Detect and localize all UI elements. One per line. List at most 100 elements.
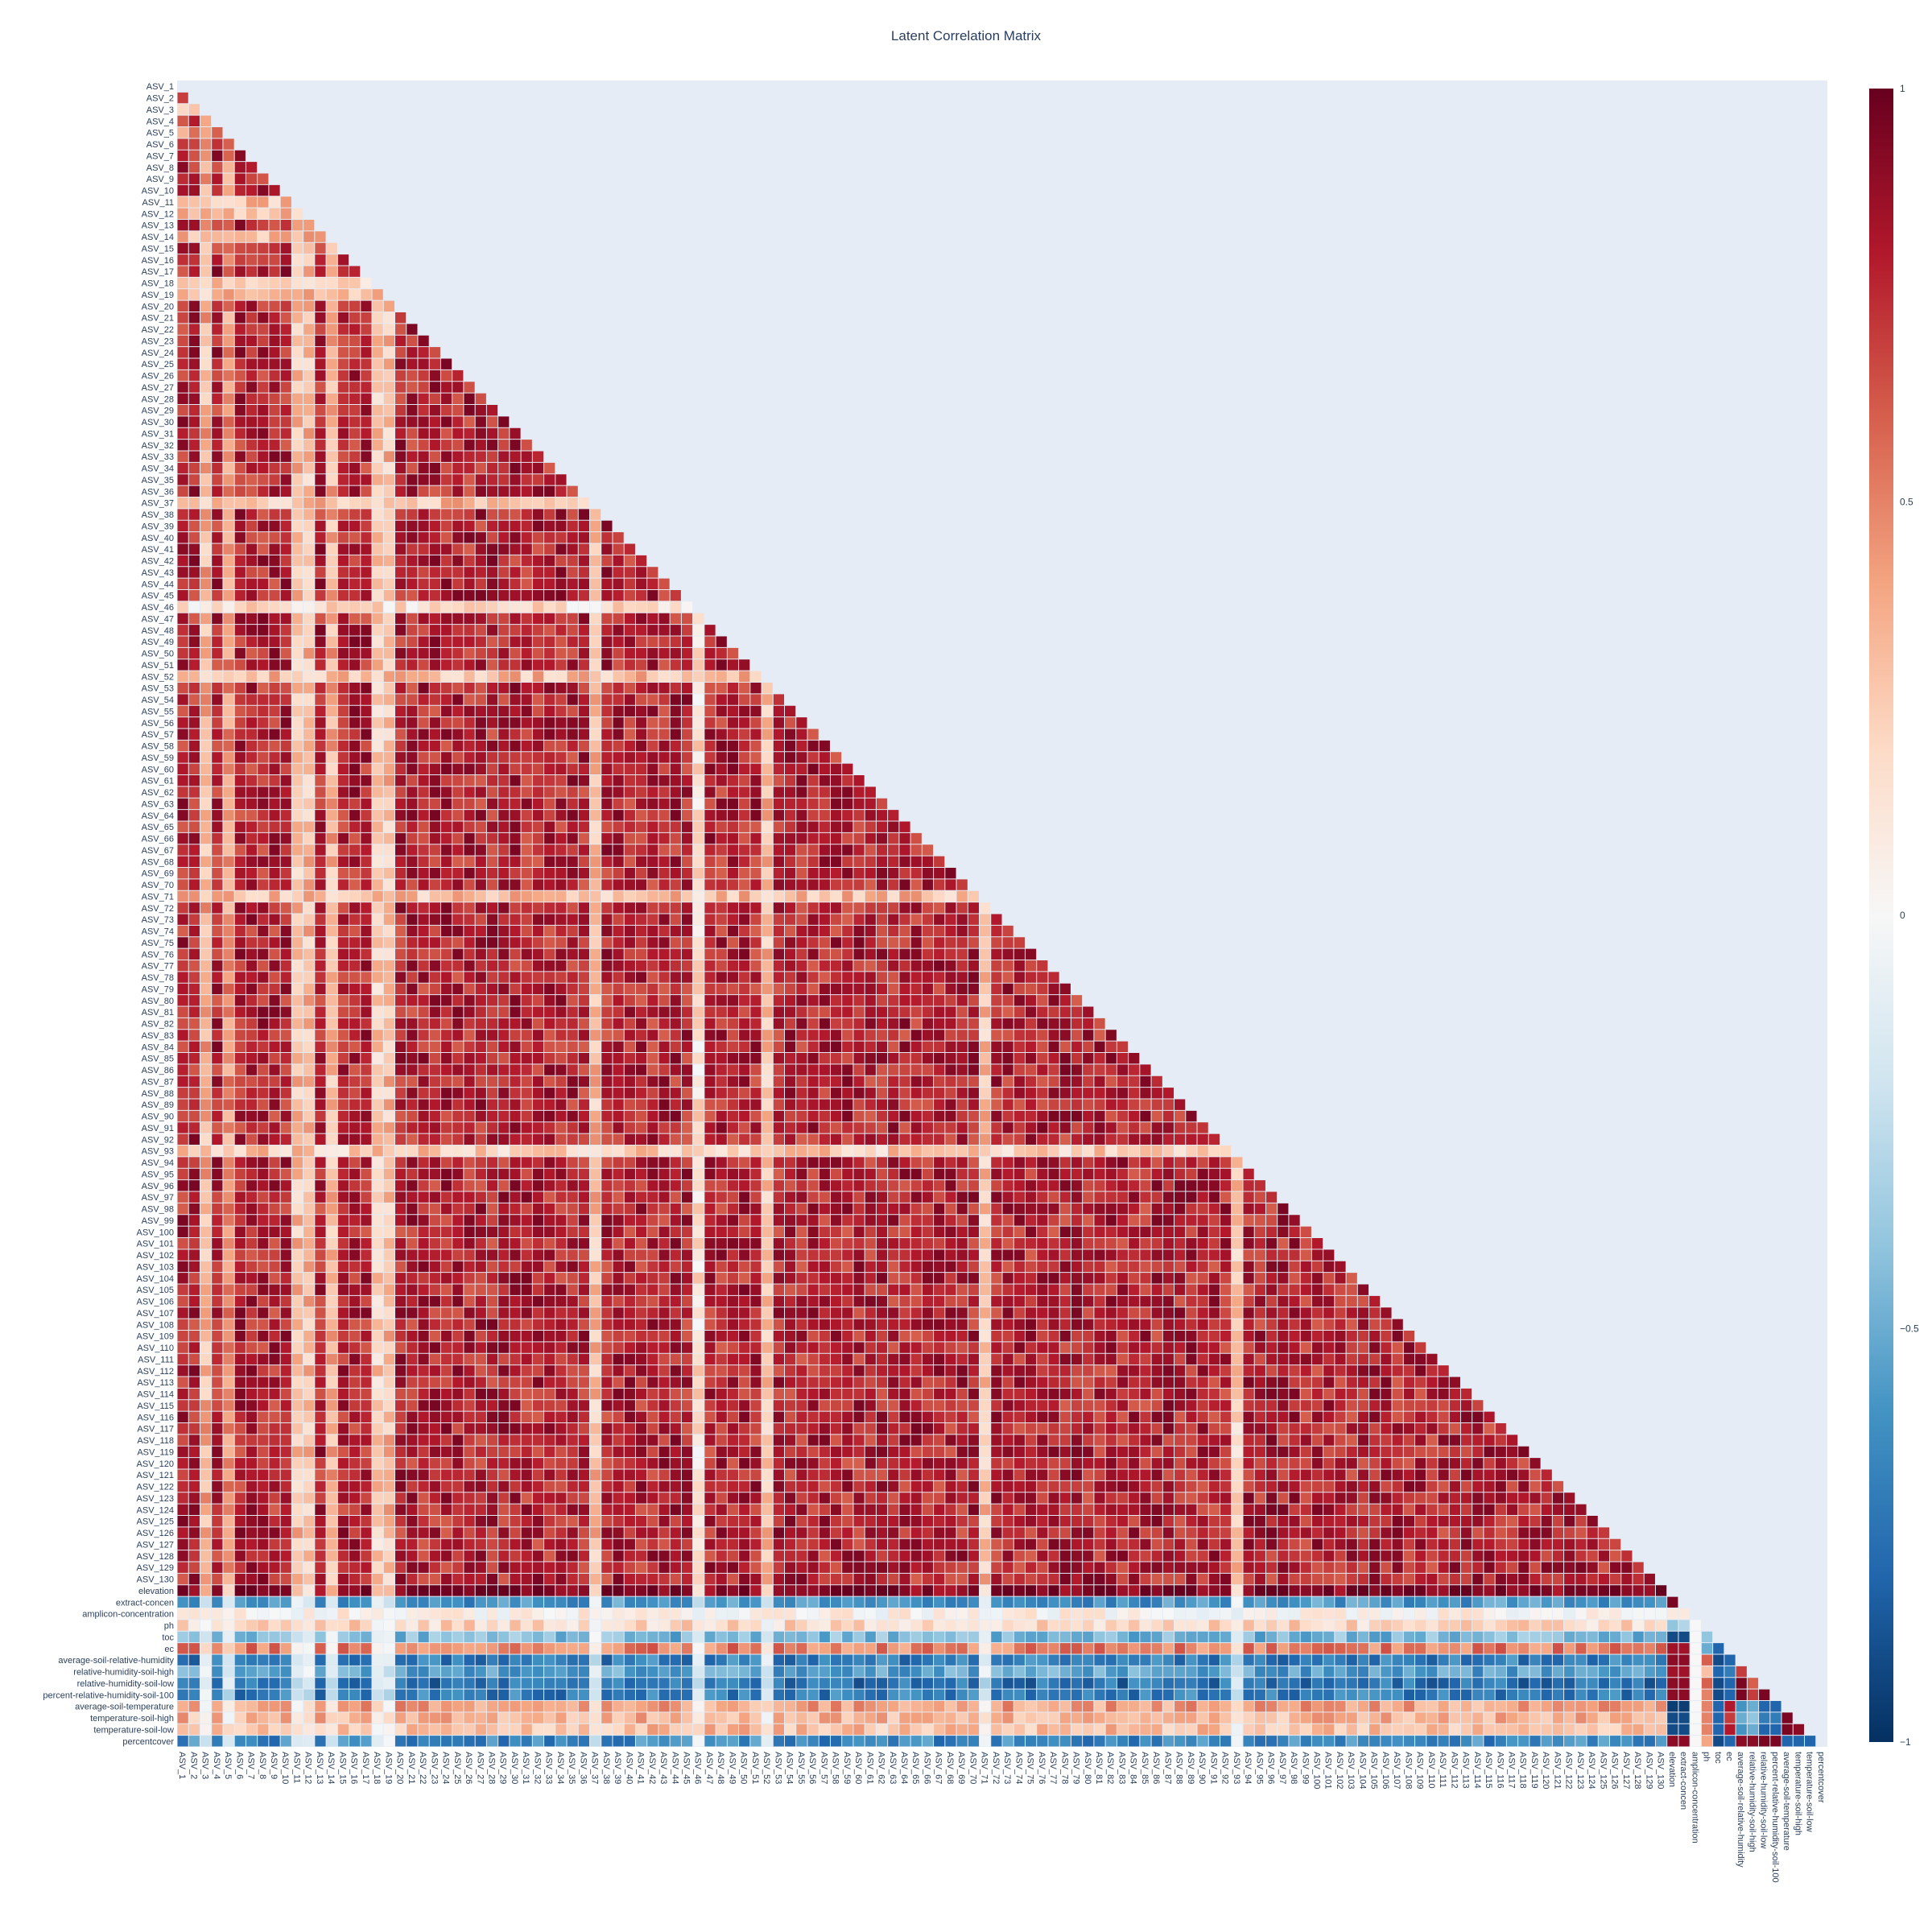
heatmap-cell xyxy=(578,671,589,683)
heatmap-cell xyxy=(223,960,234,972)
heatmap-cell xyxy=(349,683,361,694)
heatmap-cell xyxy=(337,844,349,856)
heatmap-cell xyxy=(658,1006,670,1018)
heatmap-cell xyxy=(567,1006,578,1018)
heatmap-cell xyxy=(578,1203,589,1215)
heatmap-cell xyxy=(429,1146,440,1157)
heatmap-cell xyxy=(258,775,269,786)
heatmap-cell xyxy=(212,1088,223,1099)
heatmap-cell xyxy=(258,485,269,497)
heatmap-cell xyxy=(888,856,899,868)
heatmap-cell xyxy=(521,832,532,844)
heatmap-cell xyxy=(807,740,819,752)
heatmap-cell xyxy=(440,625,452,636)
heatmap-cell xyxy=(486,1064,498,1075)
heatmap-cell xyxy=(762,1157,773,1168)
heatmap-cell xyxy=(773,1191,785,1203)
heatmap-cell xyxy=(624,555,635,567)
heatmap-cell xyxy=(200,948,212,960)
heatmap-cell xyxy=(440,717,452,729)
heatmap-cell xyxy=(773,937,785,948)
heatmap-cell xyxy=(750,775,762,786)
heatmap-cell xyxy=(200,1030,212,1041)
heatmap-cell xyxy=(383,705,394,717)
heatmap-cell xyxy=(361,752,372,763)
heatmap-cell xyxy=(349,937,361,948)
heatmap-cell xyxy=(762,810,773,821)
heatmap-cell xyxy=(727,1203,739,1215)
heatmap-cell xyxy=(991,1133,1002,1146)
heatmap-cell xyxy=(968,1191,980,1203)
heatmap-cell xyxy=(510,972,521,983)
heatmap-cell xyxy=(486,520,498,532)
heatmap-cell xyxy=(269,462,280,474)
heatmap-cell xyxy=(280,196,291,208)
heatmap-cell xyxy=(1013,972,1025,983)
heatmap-cell xyxy=(291,254,303,266)
heatmap-cell xyxy=(830,1122,842,1133)
heatmap-cell xyxy=(200,1099,212,1110)
heatmap-cell xyxy=(464,983,475,995)
heatmap-cell xyxy=(349,763,361,775)
heatmap-cell xyxy=(200,625,212,636)
heatmap-cell xyxy=(681,1018,693,1030)
heatmap-cell xyxy=(452,717,464,729)
heatmap-cell xyxy=(567,1226,578,1238)
heatmap-cell xyxy=(188,1088,200,1099)
heatmap-cell xyxy=(956,1030,968,1041)
heatmap-cell xyxy=(910,856,922,868)
heatmap-cell xyxy=(200,567,212,578)
heatmap-cell xyxy=(200,786,212,798)
heatmap-cell xyxy=(291,1238,303,1249)
heatmap-cell xyxy=(681,879,693,890)
heatmap-cell xyxy=(842,983,853,995)
heatmap-cell xyxy=(223,1168,234,1180)
heatmap-cell xyxy=(326,868,337,879)
heatmap-cell xyxy=(888,1110,899,1122)
heatmap-cell xyxy=(177,798,188,810)
heatmap-cell xyxy=(739,798,750,810)
heatmap-cell xyxy=(521,520,532,532)
heatmap-cell xyxy=(1094,1180,1105,1191)
heatmap-cell xyxy=(510,752,521,763)
heatmap-cell xyxy=(407,335,418,347)
heatmap-cell xyxy=(200,694,212,705)
heatmap-cell xyxy=(383,832,394,844)
heatmap-cell xyxy=(223,868,234,879)
heatmap-cell xyxy=(521,1238,532,1249)
heatmap-cell xyxy=(234,532,246,543)
heatmap-cell xyxy=(429,798,440,810)
heatmap-cell xyxy=(326,324,337,335)
heatmap-cell xyxy=(177,1006,188,1018)
heatmap-cell xyxy=(830,937,842,948)
heatmap-cell xyxy=(269,1191,280,1203)
heatmap-cell xyxy=(280,1226,291,1238)
heatmap-cell xyxy=(578,520,589,532)
heatmap-cell xyxy=(819,983,830,995)
heatmap-cell xyxy=(269,752,280,763)
heatmap-cell xyxy=(372,382,383,393)
heatmap-cell xyxy=(807,1226,819,1238)
heatmap-cell xyxy=(234,914,246,925)
heatmap-cell xyxy=(555,948,567,960)
heatmap-cell xyxy=(785,948,796,960)
heatmap-cell xyxy=(349,335,361,347)
heatmap-cell xyxy=(934,1030,945,1041)
heatmap-cell xyxy=(291,1041,303,1053)
heatmap-cell xyxy=(464,879,475,890)
heatmap-cell xyxy=(452,1030,464,1041)
heatmap-cell xyxy=(464,543,475,555)
heatmap-cell xyxy=(1083,1180,1094,1191)
heatmap-cell xyxy=(739,1157,750,1168)
heatmap-cell xyxy=(486,821,498,832)
heatmap-cell xyxy=(796,1041,807,1053)
heatmap-cell xyxy=(383,775,394,786)
heatmap-cell xyxy=(326,601,337,613)
heatmap-cell xyxy=(910,1099,922,1110)
heatmap-cell xyxy=(601,1006,613,1018)
heatmap-cell xyxy=(177,832,188,844)
heatmap-cell xyxy=(372,972,383,983)
heatmap-cell xyxy=(590,1157,601,1168)
heatmap-cell xyxy=(773,1168,785,1180)
heatmap-cell xyxy=(762,1053,773,1064)
